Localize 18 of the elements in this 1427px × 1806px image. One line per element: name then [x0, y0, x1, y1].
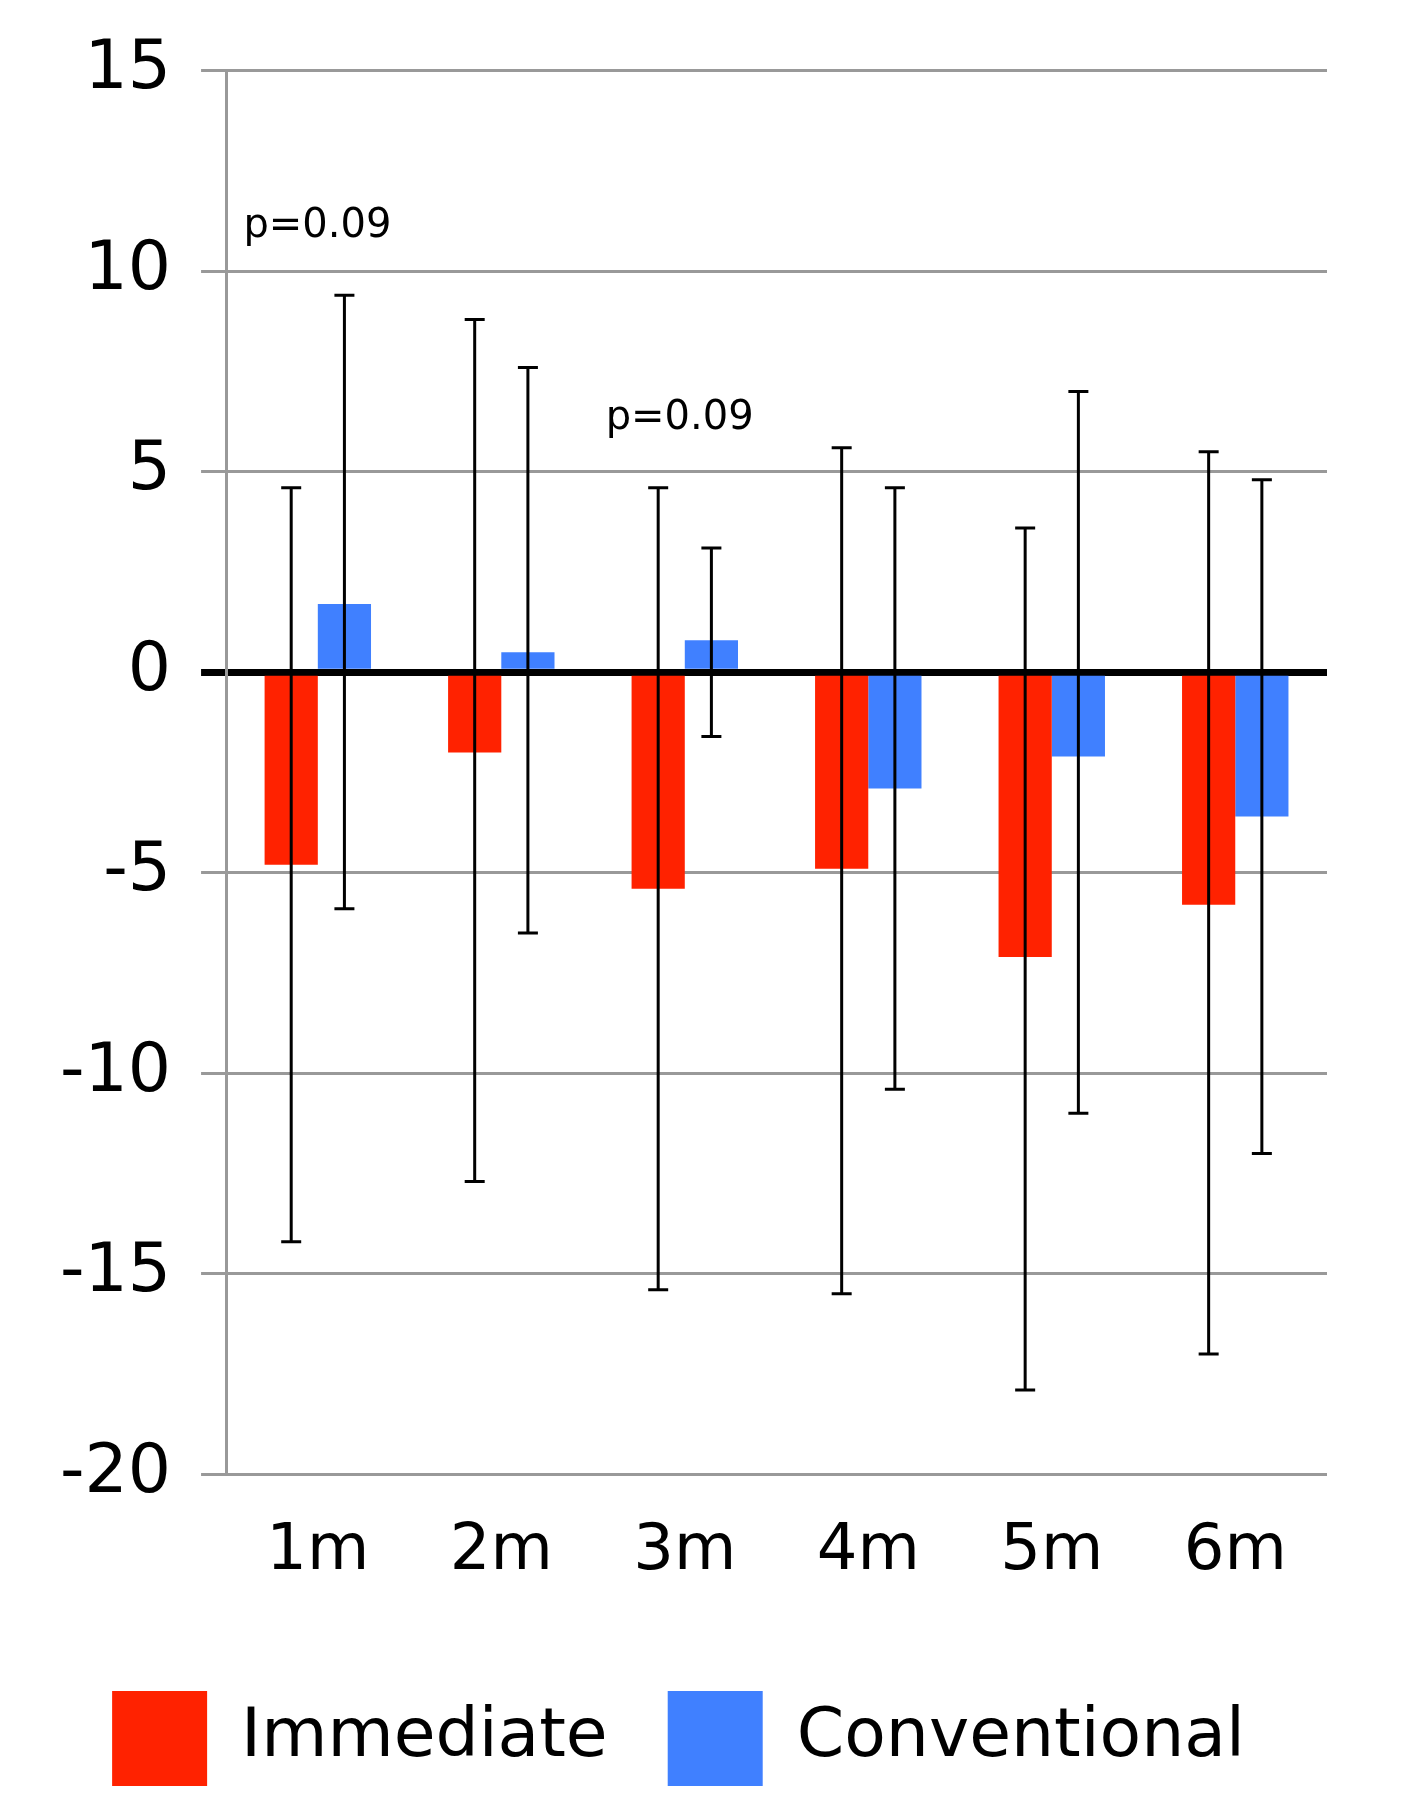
- legend-label: Immediate: [241, 1693, 608, 1773]
- x-tick-label: 6m: [1183, 1510, 1287, 1585]
- y-tick-label: -10: [59, 1027, 172, 1107]
- x-tick-label: 2m: [449, 1510, 553, 1585]
- y-tick-label: 5: [127, 426, 172, 506]
- x-tick-label: 5m: [1000, 1510, 1104, 1585]
- x-tick-label: 1m: [266, 1510, 370, 1585]
- annotation: p=0.09: [605, 391, 754, 438]
- x-tick-label: 4m: [816, 1510, 920, 1585]
- y-tick-label: 15: [84, 25, 172, 105]
- x-tick-label: 3m: [633, 1510, 737, 1585]
- y-tick-label: -5: [103, 827, 172, 907]
- y-tick-label: -15: [59, 1228, 172, 1308]
- annotation: p=0.09: [243, 199, 392, 246]
- legend-label: Conventional: [796, 1693, 1245, 1773]
- y-tick-label: 0: [127, 626, 172, 706]
- y-tick-label: -20: [59, 1428, 172, 1508]
- y-tick-label: 10: [84, 225, 172, 305]
